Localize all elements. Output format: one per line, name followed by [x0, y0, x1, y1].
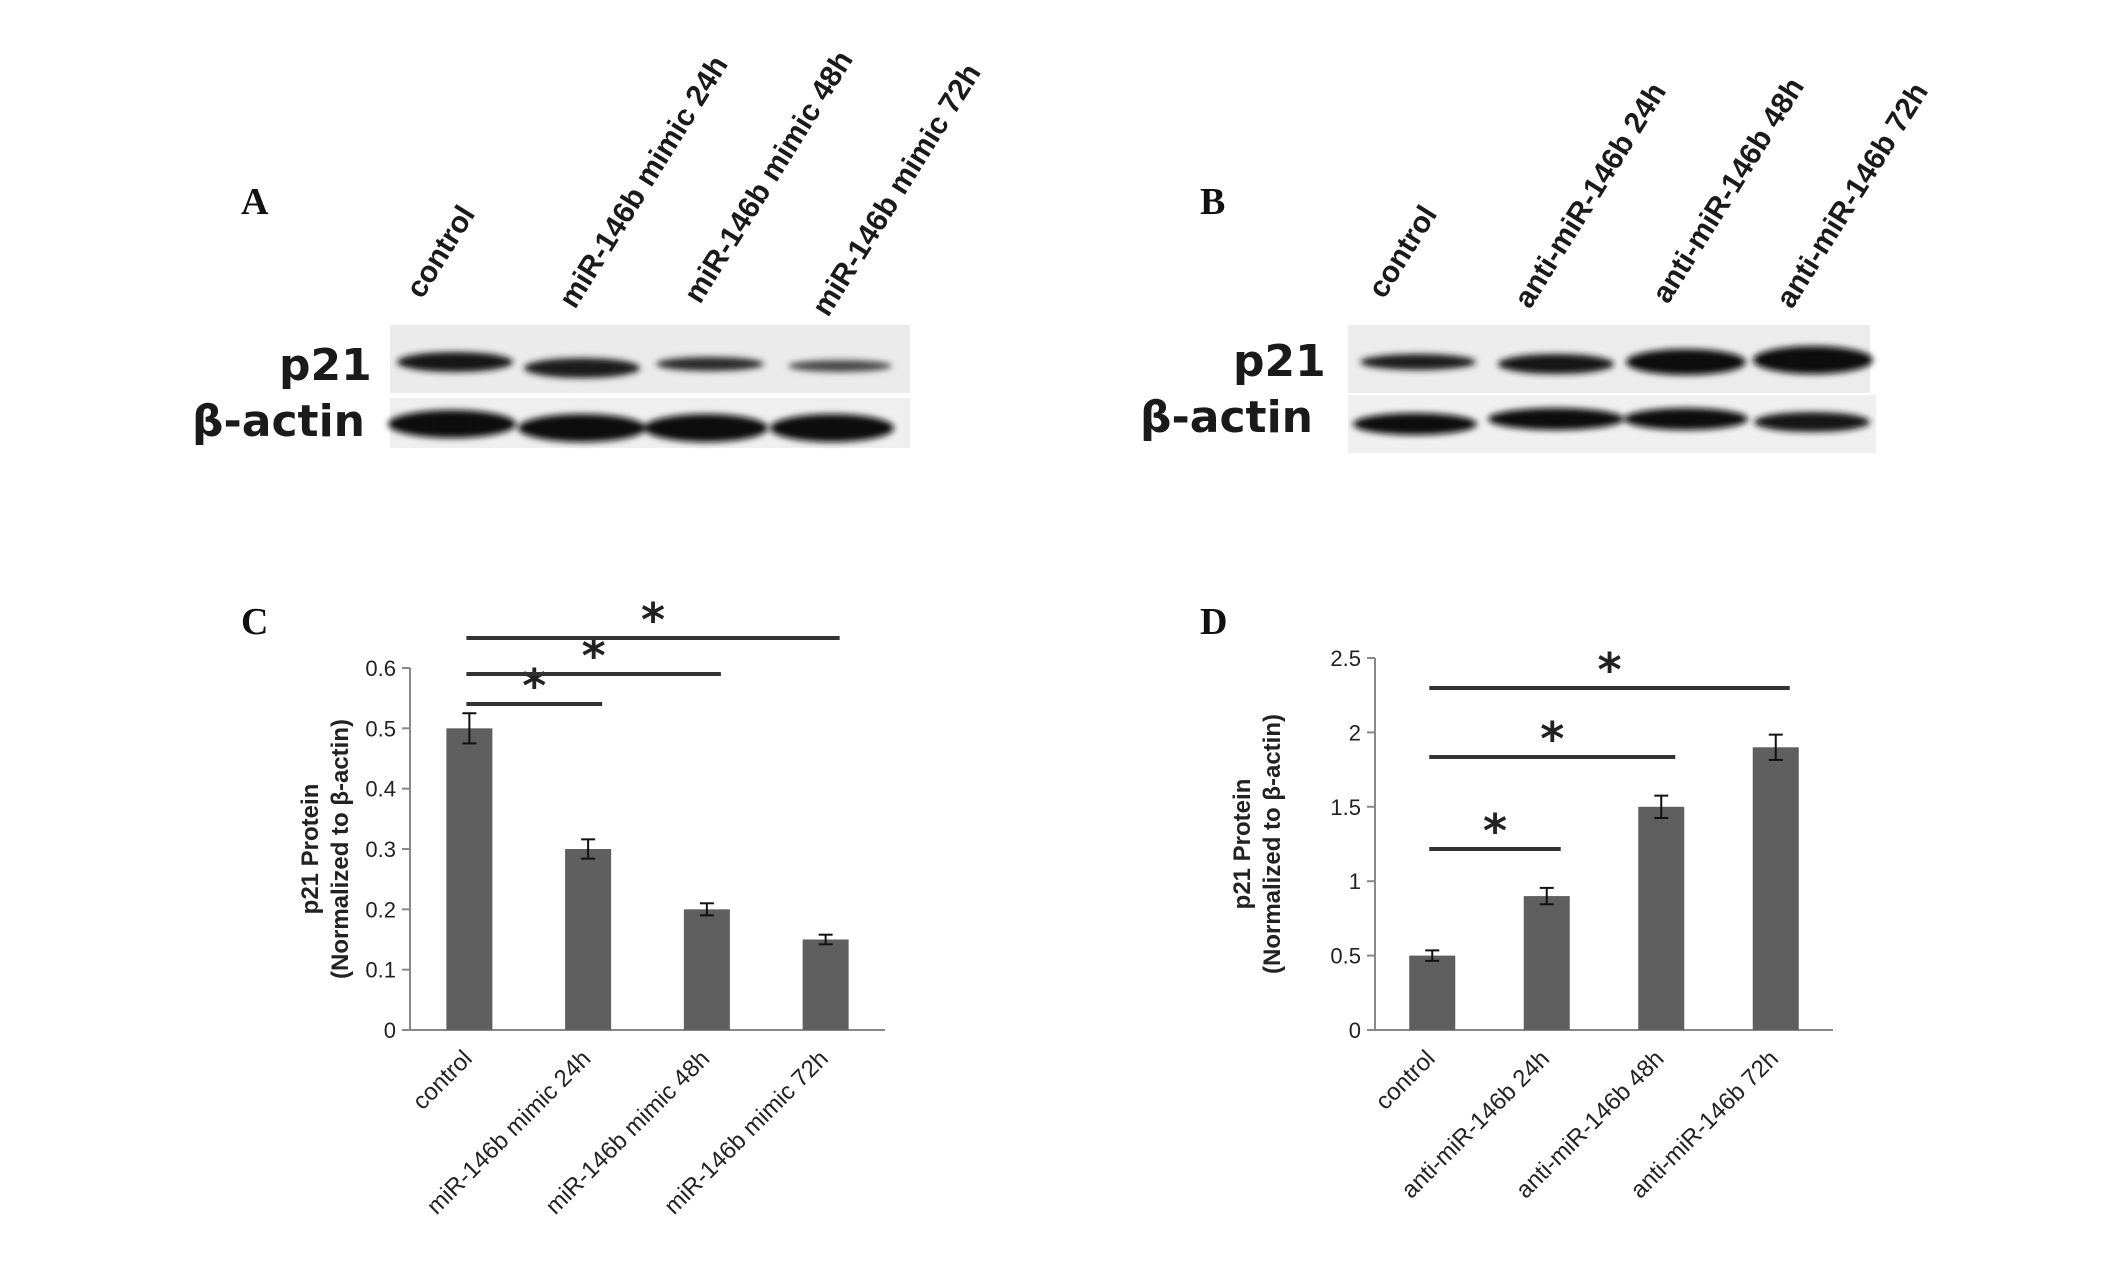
chart-c-bar-0 [446, 728, 493, 1030]
chart-d-y-axis-label-0: p21 Protein [1229, 779, 1256, 910]
panel-letter-a: A [241, 181, 269, 223]
panel-letter-b: B [1200, 181, 1225, 223]
chart-c-y-tick-label: 0.2 [365, 897, 396, 922]
chart-c-y-tick-label: 0.5 [365, 716, 396, 741]
blot-b-p21-band-24h [1498, 354, 1614, 374]
chart-d: D 0 0.5 1 1.5 2 2.5 p21 Protein (Normalized to … [1200, 601, 1833, 1204]
chart-d-y-tick-label: 0.5 [1330, 944, 1361, 969]
blot-b-p21-band-48h [1626, 349, 1746, 375]
chart-c-bar-1 [565, 849, 612, 1030]
chart-d-bar-0 [1409, 955, 1456, 1030]
chart-d-y-tick-label: 1 [1349, 869, 1361, 894]
blot-a-lane-label-0: control [400, 200, 482, 304]
blot-b-row-label-actin: β-actin [1140, 392, 1313, 443]
chart-c-y-axis-label-1: (Normalized to β-actin) [327, 719, 354, 979]
chart-d-significance-star-1: * [1540, 712, 1564, 766]
chart-c-bar-3 [802, 939, 849, 1030]
blot-b-row-label-p21: p21 [1233, 336, 1326, 387]
chart-c-y-tick-label: 0.6 [365, 656, 396, 681]
blot-b-actin-band-48h [1624, 408, 1748, 430]
chart-d-significance: * * * [1429, 643, 1790, 858]
blot-a-p21-band-24h [524, 358, 640, 378]
chart-d-y-tick-label: 0 [1349, 1018, 1361, 1043]
blot-a-p21-band-48h [656, 357, 764, 371]
chart-c-category-label-0: control [408, 1045, 478, 1115]
chart-d-bar-3 [1752, 747, 1799, 1030]
chart-c-significance: *** [466, 593, 840, 713]
blot-b-lane-label-1: anti-miR-146b 24h [1508, 77, 1673, 314]
blot-b-p21-band-control [1360, 354, 1476, 370]
blot-b-lane-label-0: control [1362, 200, 1444, 304]
blot-b: B control anti-miR-146b 24hanti-miR-146b … [1140, 72, 1935, 453]
panel-letter-c: C [241, 601, 268, 643]
panel-letter-d: D [1200, 601, 1227, 643]
blot-b-actin-band-24h [1488, 408, 1624, 430]
chart-c-y-axis-label-0: p21 Protein [297, 784, 324, 915]
chart-d-y-axis-label-1: (Normalized to β-actin) [1259, 714, 1286, 974]
blot-b-p21-band-72h [1753, 346, 1873, 374]
chart-d-y-tick-label: 2 [1349, 720, 1361, 745]
chart-d-y-tick-label: 2.5 [1330, 646, 1361, 671]
chart-d-significance-star-0: * [1483, 804, 1507, 858]
chart-c-bar-2 [683, 909, 730, 1030]
chart-d-y-tick-label: 1.5 [1330, 795, 1361, 820]
blot-a-actin-band-control [388, 410, 516, 438]
blot-a-row-label-p21: p21 [279, 340, 372, 391]
blot-a-actin-band-24h [518, 414, 646, 442]
chart-c-y-tick-label: 0.1 [365, 958, 396, 983]
chart-c-significance-star-2: * [641, 593, 665, 647]
chart-c-y-tick-label: 0 [384, 1018, 396, 1043]
chart-d-significance-star-2: * [1597, 643, 1621, 697]
chart-d-bar-2 [1638, 806, 1685, 1030]
chart-c-y-tick-label: 0.4 [365, 777, 396, 802]
blot-b-actin-band-72h [1754, 412, 1870, 432]
blot-a-p21-band-72h [788, 360, 892, 372]
blot-a-row-label-actin: β-actin [192, 396, 365, 447]
blot-a-actin-band-72h [770, 414, 894, 442]
chart-d-bar-1 [1523, 896, 1570, 1030]
chart-c-significance-star-0: * [522, 659, 546, 713]
chart-c-y-tick-label: 0.3 [365, 837, 396, 862]
blot-a-p21-band-control [397, 352, 513, 372]
chart-d-axes: 0 0.5 1 1.5 2 2.5 p21 Protein (Normalized to β-… [1229, 646, 1833, 1043]
blot-b-actin-band-control [1353, 413, 1477, 435]
chart-d-category-label-0: control [1370, 1045, 1440, 1115]
chart-c: C 0 0.1 0.2 0.3 0.4 0.5 0.6 p21 Protein (Normali… [241, 593, 885, 1220]
blot-a-actin-band-48h [644, 414, 768, 442]
